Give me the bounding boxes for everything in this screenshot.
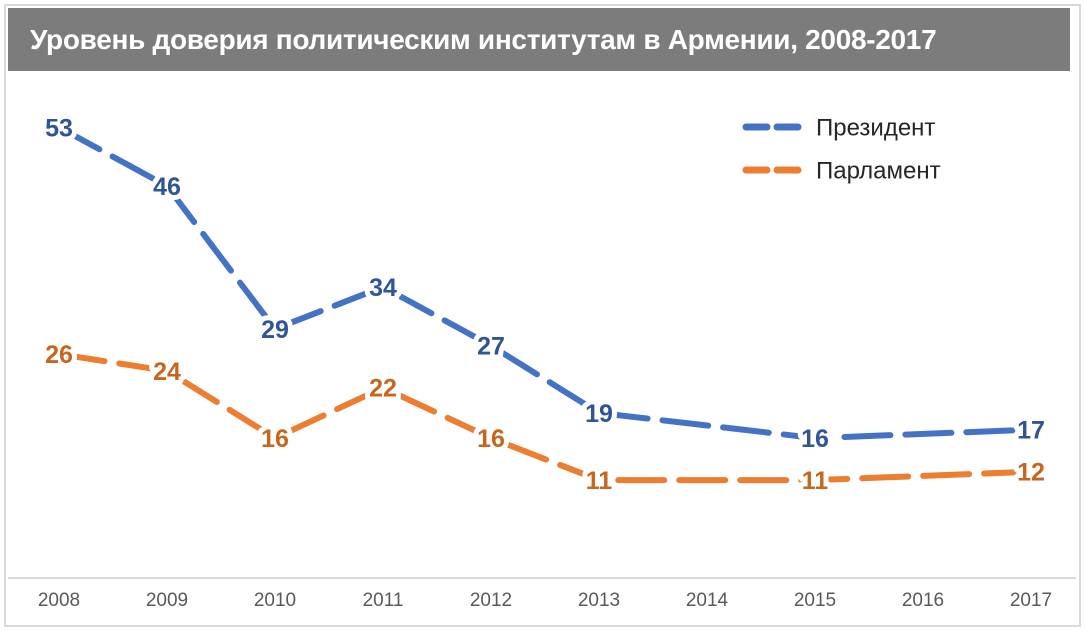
x-axis-tick-label: 2014 (686, 590, 729, 611)
data-label-parliament: 12 (1017, 459, 1045, 487)
data-label-parliament: 11 (802, 467, 829, 495)
legend-label-president: Президент (816, 115, 935, 142)
x-axis-tick-label: 2009 (146, 590, 188, 611)
data-label-president: 19 (585, 400, 613, 428)
data-label-parliament: 24 (153, 358, 181, 386)
series-line-parliament (56, 351, 1034, 484)
data-label-president: 53 (45, 114, 73, 142)
x-axis-tick-label: 2010 (254, 590, 296, 611)
x-axis-tick-label: 2015 (794, 590, 836, 611)
chart-frame (4, 4, 1081, 627)
data-label-parliament: 26 (45, 341, 73, 369)
data-label-president: 46 (153, 173, 181, 201)
series-line-president (56, 124, 1034, 442)
x-axis-tick-label: 2011 (363, 590, 404, 611)
data-label-parliament: 22 (369, 375, 397, 403)
data-label-president: 29 (261, 316, 289, 344)
data-label-president: 16 (801, 425, 829, 453)
data-label-parliament: 16 (477, 425, 505, 453)
data-label-parliament: 11 (586, 467, 613, 495)
data-label-president: 17 (1017, 417, 1045, 445)
x-axis-tick-label: 2012 (470, 590, 512, 611)
data-label-president: 34 (369, 274, 397, 302)
x-axis-tick-label: 2016 (902, 590, 944, 611)
x-axis-tick-label: 2008 (38, 590, 80, 611)
data-label-president: 27 (477, 333, 505, 361)
data-label-parliament: 16 (261, 425, 289, 453)
chart-title: Уровень доверия политическим институтам … (30, 23, 937, 55)
legend-label-parliament: Парламент (816, 158, 941, 185)
chart-title-bar: Уровень доверия политическим институтам … (8, 8, 1070, 71)
x-axis-tick-label: 2013 (578, 590, 620, 611)
x-axis-tick-label: 2017 (1010, 590, 1052, 611)
